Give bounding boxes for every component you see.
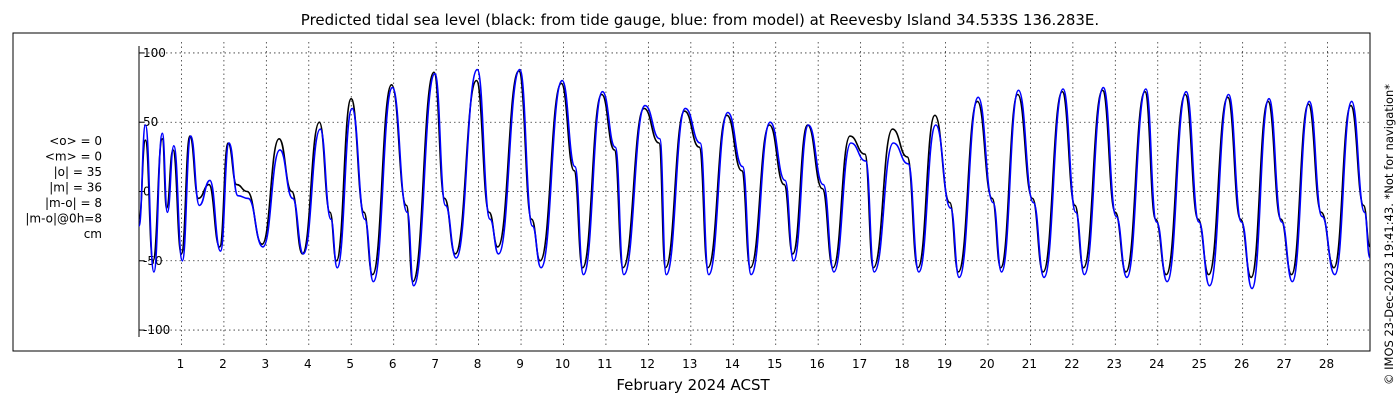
- x-tick-label: 13: [682, 357, 697, 371]
- stat-line: <o> = 0: [49, 134, 102, 148]
- x-tick-label: 6: [389, 357, 397, 371]
- x-tick-label: 1: [177, 357, 185, 371]
- x-tick-label: 24: [1149, 357, 1164, 371]
- stat-line: cm: [84, 227, 102, 241]
- x-axis-label: February 2024 ACST: [616, 376, 770, 394]
- x-tick-label: 21: [1022, 357, 1037, 371]
- credit-text: © IMOS 23-Dec-2023 19:41:43. *Not for na…: [1382, 84, 1396, 385]
- x-tick-label: 18: [894, 357, 909, 371]
- x-tick-label: 10: [555, 357, 570, 371]
- y-tick-label: 100: [143, 46, 166, 60]
- data-series: [138, 68, 1371, 290]
- x-tick-label: 20: [979, 357, 994, 371]
- outer-frame: [12, 32, 1371, 352]
- x-tick-label: 14: [725, 357, 740, 371]
- x-tick-label: 7: [431, 357, 439, 371]
- x-tick-label: 27: [1276, 357, 1291, 371]
- x-tick-label: 19: [937, 357, 952, 371]
- x-tick-label: 8: [474, 357, 482, 371]
- x-tick-label: 17: [852, 357, 867, 371]
- stat-line: |m-o|@0h=8: [25, 212, 102, 226]
- x-tick-label: 26: [1234, 357, 1249, 371]
- statistics-panel: <o> = 0 <m> = 0|o| = 35 |m| = 36|m-o| = 8 |…: [25, 134, 102, 241]
- x-tick-label: 15: [767, 357, 782, 371]
- x-tick-label: 22: [1064, 357, 1079, 371]
- stat-line: |m| = 36: [49, 181, 102, 195]
- series-line-model: [138, 68, 1371, 290]
- x-tick-label: 4: [304, 357, 312, 371]
- x-tick-label: 16: [810, 357, 825, 371]
- stat-line: |m-o| = 8: [45, 196, 102, 210]
- y-tick-label: -100: [143, 323, 170, 337]
- x-tick-label: 12: [640, 357, 655, 371]
- x-tick-label: 25: [1192, 357, 1207, 371]
- x-tick-label: 23: [1107, 357, 1122, 371]
- grid-lines: [139, 42, 1370, 345]
- x-tick-label: 28: [1319, 357, 1334, 371]
- chart-title: Predicted tidal sea level (black: from t…: [301, 11, 1099, 29]
- x-tick-label: 9: [516, 357, 524, 371]
- x-tick-label: 5: [346, 357, 354, 371]
- y-tick-label: 0: [143, 185, 151, 199]
- x-tick-label: 2: [219, 357, 227, 371]
- y-tick-label: 50: [143, 115, 158, 129]
- stat-line: <m> = 0: [45, 150, 102, 164]
- stat-line: |o| = 35: [54, 165, 102, 179]
- x-tick-label: 3: [262, 357, 270, 371]
- x-tick-label: 11: [597, 357, 612, 371]
